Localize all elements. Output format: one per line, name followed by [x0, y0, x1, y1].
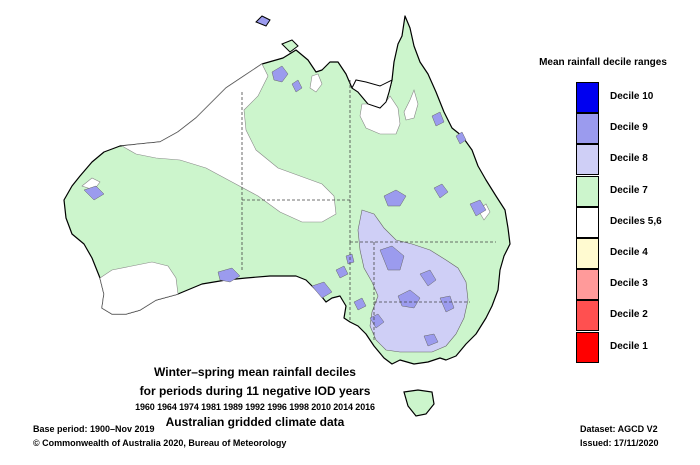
north-island	[255, 15, 271, 27]
copyright: © Commonwealth of Australia 2020, Bureau…	[33, 438, 287, 448]
legend-swatch	[576, 113, 599, 145]
decile-8-region	[357, 209, 469, 353]
years-list: 1960 1964 1974 1981 1989 1992 1996 1998 …	[135, 402, 375, 412]
legend-swatch	[576, 82, 599, 113]
legend-swatch	[576, 144, 599, 176]
legend-swatch	[576, 300, 599, 332]
melville-island	[281, 39, 299, 53]
legend-item: Decile 2	[576, 300, 686, 332]
legend-label: Decile 10	[610, 91, 654, 102]
base-period: Base period: 1900–Nov 2019	[33, 424, 155, 434]
legend-swatch	[576, 175, 599, 207]
legend-label: Decile 9	[610, 122, 648, 134]
data-source: Australian gridded climate data	[165, 415, 345, 429]
decile-9-regions	[83, 65, 487, 347]
legend-label: Decile 7	[610, 184, 648, 196]
title-line-2: for periods during 11 negative IOD years	[139, 384, 371, 398]
map-title-block: Winter–spring mean rainfall deciles for …	[110, 363, 400, 431]
legend-label: Decile 3	[610, 278, 648, 290]
legend-label: Decile 1	[610, 340, 648, 352]
issued-date: Issued: 17/11/2020	[580, 438, 659, 448]
legend-item: Decile 1	[576, 331, 686, 363]
legend-item: Decile 9	[576, 113, 686, 145]
title-line-1: Winter–spring mean rainfall deciles	[154, 365, 356, 379]
legend-item: Decile 10	[576, 82, 686, 113]
legend-swatch	[576, 331, 599, 363]
dataset: Dataset: AGCD V2	[580, 424, 658, 434]
legend-label: Decile 2	[610, 309, 648, 321]
legend-item: Decile 3	[576, 269, 686, 301]
deciles-5-6-regions	[81, 63, 491, 315]
legend-swatch	[576, 206, 599, 238]
legend-item: Decile 7	[576, 175, 686, 207]
legend-swatch	[576, 238, 599, 269]
legend-title: Mean rainfall decile ranges	[539, 57, 667, 68]
legend-item: Deciles 5,6	[576, 206, 686, 238]
legend-label: Decile 8	[610, 153, 648, 165]
gulf-of-carpentaria	[351, 79, 393, 109]
legend-label: Deciles 5,6	[610, 215, 662, 227]
legend-swatch	[576, 269, 599, 301]
tasmania	[403, 389, 435, 417]
state-borders	[241, 80, 496, 340]
legend-item: Decile 8	[576, 144, 686, 176]
legend-item: Decile 4	[576, 238, 686, 269]
legend-label: Decile 4	[610, 247, 648, 258]
